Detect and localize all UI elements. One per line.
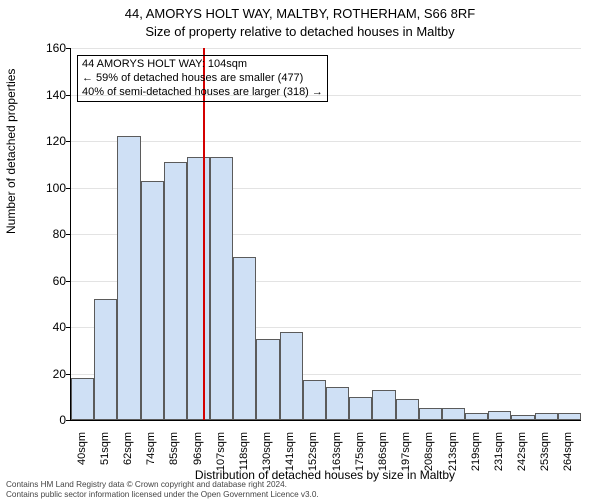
y-axis-label: Number of detached properties (4, 69, 18, 234)
x-tick-label: 175sqm (354, 432, 366, 492)
y-tick-mark (66, 281, 70, 282)
x-tick-label: 186sqm (377, 432, 389, 492)
title-line-1: 44, AMORYS HOLT WAY, MALTBY, ROTHERHAM, … (0, 6, 600, 21)
y-tick-label: 80 (38, 227, 66, 241)
histogram-bar (465, 413, 488, 420)
x-tick-label: 231sqm (493, 432, 505, 492)
histogram-bar (419, 408, 442, 420)
x-tick-label: 213sqm (447, 432, 459, 492)
chart-container: 44, AMORYS HOLT WAY, MALTBY, ROTHERHAM, … (0, 0, 600, 500)
x-tick-label: 219sqm (470, 432, 482, 492)
histogram-bar (141, 181, 164, 420)
footer-line-2: Contains public sector information licen… (6, 490, 319, 499)
histogram-bar (558, 413, 581, 420)
y-tick-label: 0 (38, 413, 66, 427)
histogram-bar (256, 339, 279, 420)
histogram-bar (164, 162, 187, 420)
histogram-bar (396, 399, 419, 420)
histogram-bar (511, 415, 534, 420)
footer-attribution: Contains HM Land Registry data © Crown c… (6, 480, 319, 499)
histogram-bar (303, 380, 326, 420)
y-tick-label: 140 (38, 88, 66, 102)
x-tick-label: 242sqm (516, 432, 528, 492)
histogram-bar (372, 390, 395, 420)
footer-line-1: Contains HM Land Registry data © Crown c… (6, 480, 319, 489)
histogram-bar (94, 299, 117, 420)
y-tick-mark (66, 141, 70, 142)
annotation-line-1: 44 AMORYS HOLT WAY: 104sqm (82, 58, 323, 72)
histogram-bar (280, 332, 303, 420)
y-tick-mark (66, 234, 70, 235)
y-tick-label: 40 (38, 320, 66, 334)
histogram-bar (442, 408, 465, 420)
y-tick-label: 60 (38, 274, 66, 288)
histogram-bar (187, 157, 210, 420)
x-tick-label: 208sqm (423, 432, 435, 492)
x-tick-label: 264sqm (562, 432, 574, 492)
y-tick-mark (66, 48, 70, 49)
y-tick-mark (66, 188, 70, 189)
title-line-2: Size of property relative to detached ho… (0, 24, 600, 39)
gridline (71, 48, 581, 49)
histogram-bar (117, 136, 140, 420)
reference-line (203, 48, 205, 420)
x-tick-label: 253sqm (539, 432, 551, 492)
plot-area: 44 AMORYS HOLT WAY: 104sqm← 59% of detac… (70, 48, 581, 421)
histogram-bar (349, 397, 372, 420)
x-tick-label: 197sqm (400, 432, 412, 492)
histogram-bar (233, 257, 256, 420)
histogram-bar (210, 157, 233, 420)
y-tick-mark (66, 420, 70, 421)
y-tick-mark (66, 374, 70, 375)
y-tick-mark (66, 327, 70, 328)
annotation-line-2: ← 59% of detached houses are smaller (47… (82, 72, 323, 86)
y-tick-label: 100 (38, 181, 66, 195)
annotation-line-3: 40% of semi-detached houses are larger (… (82, 86, 323, 100)
y-tick-label: 20 (38, 367, 66, 381)
histogram-bar (326, 387, 349, 420)
histogram-bar (71, 378, 94, 420)
y-tick-mark (66, 95, 70, 96)
histogram-bar (535, 413, 558, 420)
y-tick-label: 160 (38, 41, 66, 55)
gridline (71, 141, 581, 142)
y-tick-label: 120 (38, 134, 66, 148)
x-tick-label: 163sqm (331, 432, 343, 492)
histogram-bar (488, 411, 511, 420)
annotation-box: 44 AMORYS HOLT WAY: 104sqm← 59% of detac… (77, 55, 328, 102)
